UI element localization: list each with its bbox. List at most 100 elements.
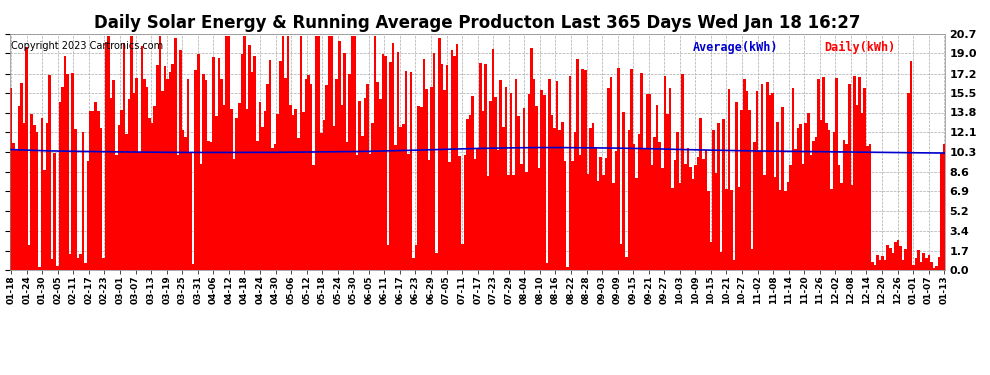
Bar	[779, 190, 781, 270]
Bar	[205, 80, 207, 270]
Bar	[179, 50, 181, 270]
Bar	[610, 77, 612, 270]
Bar	[645, 94, 648, 270]
Bar	[31, 114, 33, 270]
Text: Daily(kWh): Daily(kWh)	[824, 41, 895, 54]
Bar	[100, 128, 102, 270]
Bar	[799, 124, 802, 270]
Bar	[441, 64, 444, 270]
Bar	[315, 36, 318, 270]
Bar	[668, 88, 671, 270]
Bar	[784, 191, 786, 270]
Bar	[576, 59, 579, 270]
Bar	[631, 69, 633, 270]
Bar	[236, 117, 238, 270]
Bar	[605, 158, 607, 270]
Bar	[518, 116, 520, 270]
Bar	[74, 129, 76, 270]
Bar	[942, 144, 945, 270]
Bar	[741, 110, 742, 270]
Bar	[220, 79, 223, 270]
Bar	[238, 103, 241, 270]
Text: Copyright 2023 Cartronics.com: Copyright 2023 Cartronics.com	[11, 41, 163, 51]
Bar	[353, 36, 356, 270]
Bar	[928, 255, 930, 270]
Bar	[805, 123, 807, 270]
Bar	[930, 262, 933, 270]
Bar	[412, 258, 415, 270]
Bar	[258, 102, 261, 270]
Bar	[344, 53, 346, 270]
Bar	[544, 95, 545, 270]
Bar	[736, 102, 738, 270]
Bar	[136, 78, 138, 270]
Bar	[828, 130, 830, 270]
Bar	[218, 58, 220, 270]
Bar	[297, 138, 300, 270]
Bar	[71, 73, 74, 270]
Bar	[920, 262, 923, 270]
Bar	[276, 114, 279, 270]
Bar	[592, 123, 594, 270]
Bar	[176, 155, 179, 270]
Bar	[674, 160, 676, 270]
Bar	[292, 116, 294, 270]
Bar	[144, 79, 146, 270]
Bar	[620, 244, 623, 270]
Bar	[10, 88, 13, 270]
Bar	[184, 137, 187, 270]
Bar	[405, 71, 407, 270]
Bar	[548, 79, 550, 270]
Bar	[638, 134, 641, 270]
Bar	[815, 136, 818, 270]
Bar	[448, 162, 450, 270]
Bar	[520, 164, 523, 270]
Bar	[584, 70, 587, 270]
Bar	[587, 174, 589, 270]
Bar	[171, 64, 174, 270]
Bar	[261, 127, 263, 270]
Bar	[438, 38, 441, 270]
Bar	[731, 190, 733, 270]
Bar	[26, 47, 28, 270]
Bar	[156, 65, 158, 270]
Bar	[223, 105, 225, 270]
Bar	[13, 142, 15, 270]
Bar	[618, 68, 620, 270]
Bar	[907, 93, 910, 270]
Bar	[379, 99, 381, 270]
Bar	[515, 79, 518, 270]
Bar	[550, 115, 553, 270]
Bar	[523, 108, 525, 270]
Bar	[628, 130, 631, 270]
Bar	[263, 111, 266, 270]
Bar	[268, 60, 271, 270]
Bar	[374, 36, 376, 270]
Bar	[131, 36, 133, 270]
Bar	[602, 175, 605, 270]
Bar	[681, 74, 684, 270]
Bar	[641, 74, 643, 270]
Bar	[886, 246, 889, 270]
Bar	[279, 61, 281, 270]
Bar	[633, 144, 636, 270]
Bar	[49, 75, 50, 270]
Bar	[241, 54, 244, 270]
Bar	[830, 189, 833, 270]
Bar	[15, 150, 18, 270]
Bar	[489, 101, 492, 270]
Bar	[287, 36, 289, 270]
Bar	[761, 84, 763, 270]
Bar	[679, 183, 681, 270]
Bar	[536, 105, 538, 270]
Bar	[663, 76, 666, 270]
Bar	[61, 87, 63, 270]
Bar	[307, 75, 310, 270]
Bar	[733, 260, 736, 270]
Bar	[838, 165, 841, 270]
Bar	[113, 80, 115, 270]
Bar	[738, 187, 741, 270]
Bar	[148, 117, 150, 270]
Bar	[853, 76, 855, 270]
Bar	[512, 175, 515, 270]
